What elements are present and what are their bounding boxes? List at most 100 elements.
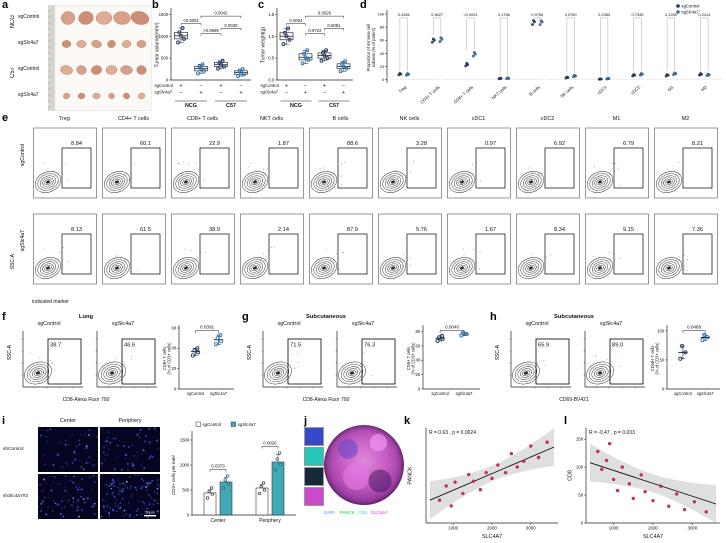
gate-percentage: 1.67 [485,227,496,233]
panel-label-a: a [2,0,9,11]
svg-text:+: + [219,84,222,90]
gate-percentage: 65.9 [538,343,549,349]
svg-text:1000: 1000 [448,526,458,531]
flow-plot: 9.15 [585,213,649,285]
channel-inset [304,487,324,506]
flow-column-header: Treg [59,116,70,122]
p-value: 0.0468 [687,325,701,330]
flow-plot: 8.34 [516,213,580,285]
svg-text:0: 0 [581,520,584,525]
panel-j: j DAPI PANCK CD8 SLC4A7 [304,416,404,543]
category-label: M1 [667,84,675,92]
flow-plot: 5.76 [378,213,442,285]
column-header-center: Center [59,418,77,424]
panel-label-b: b [152,0,159,11]
y-axis-label: (% of CD3+ cells) [655,342,660,375]
category-label: sgSlc4a7 [210,391,228,396]
svg-text:40: 40 [416,358,421,363]
p-value: <0.0001 [183,18,199,23]
cd8-quantification-chart: 0 20 40 60 80 CD8+ T cells (% of CD3+ cells) sg… [406,325,480,396]
svg-text:60: 60 [172,325,177,330]
if-image-center-shslc4a7 [38,474,98,519]
svg-text:−: − [304,84,307,90]
svg-text:0: 0 [166,78,169,83]
if-image-periphery-shslc4a7: 50μm [100,474,160,519]
svg-text:1500: 1500 [180,437,190,442]
gate-percentage: 88.6 [347,141,358,147]
category-label: sgSlc4a7 [456,391,474,396]
svg-text:3000: 3000 [688,526,698,531]
panel-label-h: h [490,311,497,323]
svg-text:20: 20 [172,366,177,371]
gate-percentage: 6.79 [623,141,634,147]
svg-text:40: 40 [380,51,385,56]
p-value: 0.0026 [318,11,332,16]
treatment-label: sgSlc4a7 [18,40,39,46]
flow-plot: 22.9 [171,127,235,199]
p-value: 0.0780 [565,12,578,17]
svg-text:+: + [199,90,202,96]
svg-text:0: 0 [662,386,665,391]
channel-inset [304,467,324,486]
treatment-label: sgControl [18,66,40,72]
svg-text:sgSlc4a7: sgSlc4a7 [155,90,173,95]
gate-percentage: 46.6 [124,343,135,349]
flow-plot: 8.84 [33,127,97,199]
legend-label: sgSlc4a7 [238,422,257,427]
svg-text:500: 500 [161,56,169,61]
flow-plot: 8.13 [33,213,97,285]
flow-plot-sgcontrol: 65.9 [509,331,571,389]
tumor-volume-chart: 0 500 1000 1500 Tumor volume(mm³) <0.0001 >0.9… [155,8,251,109]
flow-plot: 6.92 [516,127,580,199]
gate-percentage: 38.7 [50,343,61,349]
channel-inset [304,427,324,446]
p-value: 0.0040 [445,325,459,330]
flow-plot: 87.9 [309,213,373,285]
flow-row-label: sgSlc4a7 [20,230,26,252]
x-axis-label: CD8-Alexa Fluor 700 [302,397,350,403]
p-value: 0.0391 [200,325,214,330]
gate-percentage: 2.14 [278,227,289,233]
panel-l: l 1000 2000 3000 0 50 100 150 R = -0.47 , p = 0… [564,416,726,543]
flow-plot: 1.87 [240,127,304,199]
channel-legend: DAPI PANCK CD8 SLC4A7 [324,510,388,515]
flow-column-header: M1 [612,116,621,122]
svg-text:1000: 1000 [180,462,190,467]
gate-percentage: 87.9 [347,227,358,233]
p-value: >0.9999 [203,28,219,33]
svg-text:50: 50 [660,357,665,362]
category-label: cDC1 [596,84,608,95]
channel-insets [304,427,324,507]
y-axis-label: Tumor volume(mm³) [155,22,161,67]
svg-text:−: − [285,90,288,96]
category-label: Center [210,518,225,524]
panel-a: a NCG C57 sgControl sgSlc4a7 sgControl s… [2,0,152,113]
flow-column-header: NK cells [399,116,420,122]
gate-percentage: 76.3 [364,343,375,349]
gate-percentage: 8.21 [692,141,703,147]
gate-percentage: 60.1 [140,141,151,147]
flow-condition-label: sgControl [37,321,61,327]
svg-text:−: − [219,90,222,96]
panel-label-k: k [404,415,411,427]
p-value: 0.0042 [214,11,228,16]
cd8-quantification-chart: 0 20 40 60 CD8+ T cells (% of CD3+ cells) sgCo… [162,325,234,396]
p-value: 0.1756 [498,12,510,17]
svg-text:+: + [304,90,307,96]
gate-percentage: 5.76 [416,227,427,233]
correlation-annotation: R = -0.47 , p = 0.033 [589,430,635,436]
flow-cytometry-grid: Treg CD4+ T cells CD8+ T cells NKT cells B c… [2,114,726,312]
svg-text:−: − [199,84,202,90]
flow-plot: 88.6 [309,127,373,199]
panel-label-g: g [242,311,249,323]
svg-text:+: + [239,90,242,96]
group-label-c57: C57 [10,67,16,79]
category-label: sgControl [674,391,692,396]
tumor-weight-chart: 0.0 0.5 1.0 1.5 Tumor weight(g) 0.0004 0.9722 0… [261,8,353,109]
svg-text:2000: 2000 [648,526,658,531]
svg-text:80: 80 [380,25,385,30]
x-axis-label: SLC4A7 [643,534,663,540]
flow-condition-label: sgSlc4a7 [111,321,135,327]
flow-condition-label: sgSlc4a7 [351,321,375,327]
flow-plot: 61.5 [102,213,166,285]
